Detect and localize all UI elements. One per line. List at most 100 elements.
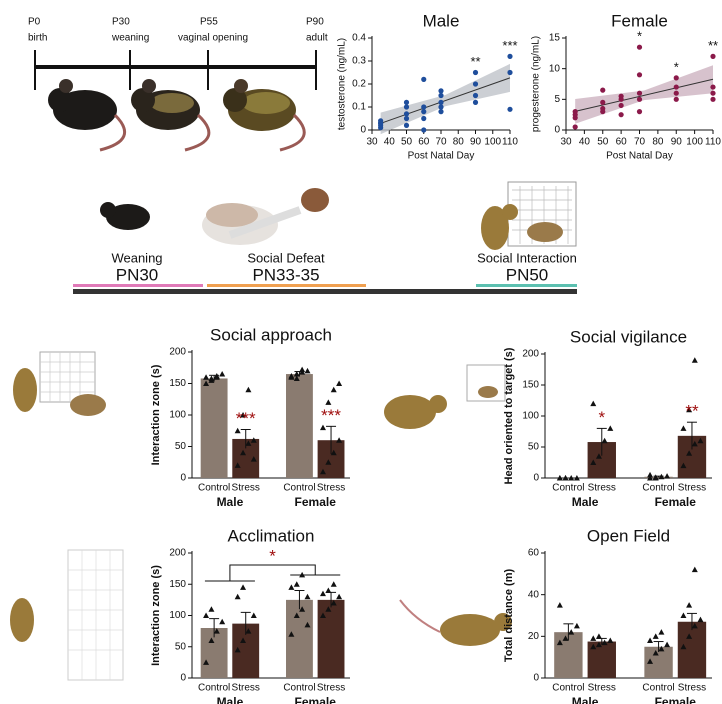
data-point	[234, 646, 241, 653]
milestone-label: weaning	[111, 33, 149, 44]
x-tick-label: 30	[366, 137, 378, 148]
data-point	[421, 109, 427, 115]
data-point	[288, 584, 295, 590]
data-point	[213, 372, 220, 379]
data-point	[240, 412, 247, 418]
data-point	[438, 109, 444, 115]
data-point	[203, 612, 210, 618]
y-tick-label: 0	[554, 125, 560, 136]
data-point	[600, 87, 606, 93]
milestone-day: P0	[28, 17, 41, 28]
chart-title: Open Field	[587, 526, 670, 545]
data-point	[507, 69, 513, 76]
y-tick-label: 100	[169, 610, 186, 621]
data-point	[556, 639, 563, 646]
x-tick-label: 60	[418, 137, 430, 148]
data-point	[686, 633, 693, 639]
y-tick-label: 0	[533, 473, 539, 484]
fit-line	[380, 77, 511, 124]
y-axis-label: Interaction zone (s)	[150, 364, 162, 465]
data-point	[568, 629, 575, 635]
mouse-illustration	[48, 79, 306, 152]
milestone-day: P55	[200, 17, 218, 28]
data-point	[601, 437, 608, 444]
data-point	[403, 99, 410, 105]
significance: **	[708, 38, 718, 53]
data-point	[595, 641, 602, 648]
data-point	[319, 424, 326, 431]
stage-label: Social Interaction	[477, 250, 577, 265]
data-point	[556, 602, 563, 608]
data-point	[299, 606, 306, 612]
data-point	[647, 637, 654, 643]
data-point	[250, 456, 257, 462]
data-point	[686, 450, 693, 456]
significance: ***	[321, 406, 341, 425]
data-point	[203, 659, 210, 665]
x-tick-label: Control	[198, 683, 230, 694]
data-point	[710, 96, 716, 102]
data-point	[573, 475, 580, 481]
y-tick-label: 150	[169, 378, 186, 389]
data-point	[680, 462, 687, 469]
y-axis-label: progesterone (ng/mL)	[531, 36, 542, 132]
data-point	[472, 92, 479, 99]
y-tick-label: 0	[533, 673, 539, 684]
y-tick-label: 150	[169, 579, 186, 590]
data-point	[438, 99, 444, 105]
x-tick-label: 80	[652, 137, 664, 148]
data-point	[245, 440, 252, 446]
data-point	[618, 102, 624, 109]
data-point	[658, 473, 665, 480]
data-point	[293, 375, 300, 381]
milestone-label: birth	[28, 33, 47, 44]
data-point	[421, 76, 427, 82]
stage-bar	[73, 284, 203, 287]
data-point	[293, 581, 300, 587]
data-point	[590, 459, 597, 465]
y-tick-label: 200	[169, 548, 186, 559]
data-point	[208, 637, 215, 643]
stage-label: Social Defeat	[247, 250, 325, 265]
x-tick-label: Stress	[232, 683, 260, 694]
chart-title: Social approach	[210, 325, 332, 344]
data-point	[472, 99, 479, 105]
significance: ***	[236, 409, 256, 428]
significance: *	[637, 29, 642, 44]
y-axis-label: Total distance (m)	[503, 569, 515, 663]
y-tick-label: 15	[549, 33, 561, 44]
data-point	[304, 621, 311, 628]
data-point	[618, 93, 624, 99]
data-point	[691, 622, 698, 629]
data-point	[203, 380, 210, 386]
stage-label: Weaning	[111, 250, 162, 265]
bar	[286, 599, 313, 678]
x-tick-label: 80	[453, 137, 465, 148]
data-point	[664, 473, 671, 479]
data-point	[568, 475, 575, 481]
data-point	[590, 635, 597, 641]
data-point	[299, 366, 306, 373]
data-point	[250, 437, 257, 443]
bar	[200, 378, 228, 478]
x-tick-label: 40	[384, 137, 396, 148]
stage-bar	[207, 284, 366, 287]
bar	[286, 374, 313, 478]
data-point	[325, 459, 332, 465]
data-point	[438, 104, 444, 110]
data-point	[572, 124, 578, 130]
x-tick-label: 100	[484, 137, 501, 148]
data-point	[647, 658, 654, 664]
data-point	[636, 90, 643, 96]
data-point	[240, 584, 247, 590]
y-tick-label: 0.3	[352, 56, 366, 67]
y-tick-label: 150	[522, 380, 539, 391]
data-point	[319, 590, 326, 597]
data-point	[647, 471, 654, 478]
data-point	[652, 475, 659, 481]
chart-title: Acclimation	[228, 526, 315, 545]
data-point	[330, 386, 337, 393]
data-point	[562, 475, 569, 481]
data-point	[472, 69, 479, 76]
data-point	[607, 637, 614, 643]
